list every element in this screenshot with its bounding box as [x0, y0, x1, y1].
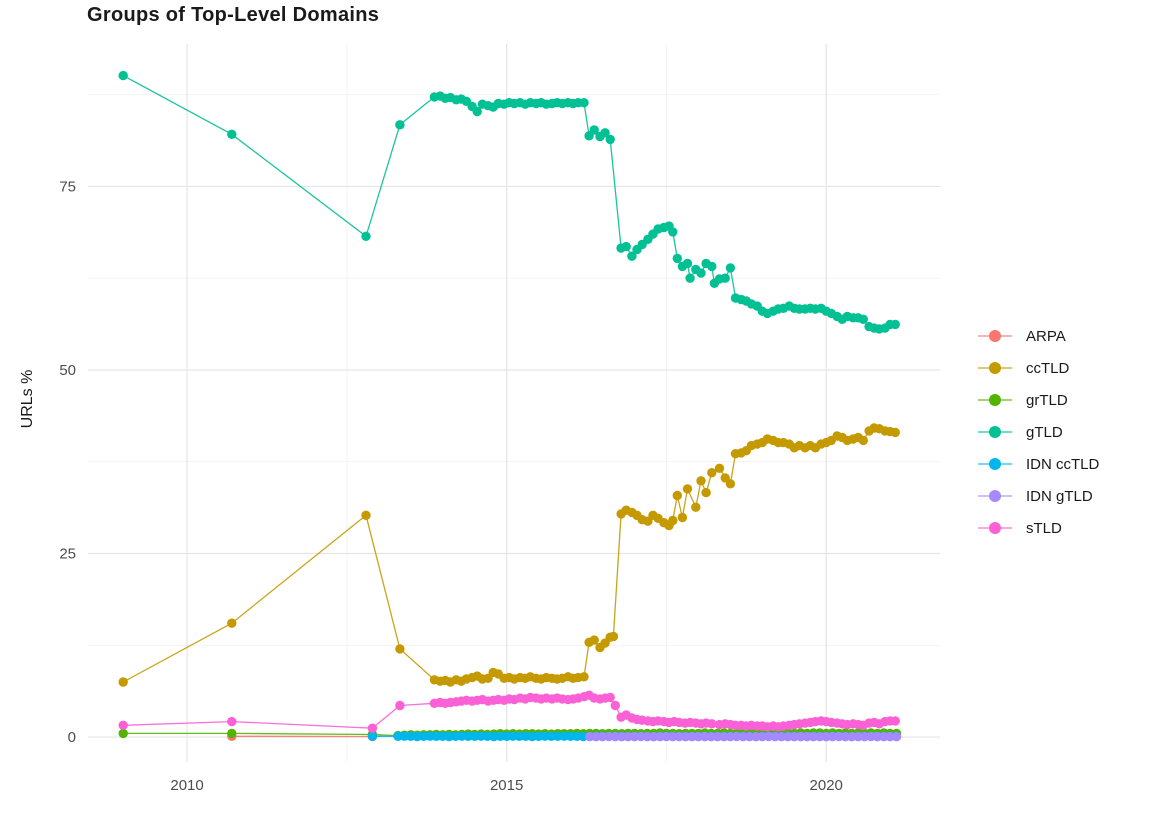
data-point [621, 241, 631, 252]
legend-key-icon [978, 361, 1012, 375]
data-point [696, 476, 706, 486]
legend-label: IDN ccTLD [1026, 455, 1100, 473]
y-tick-label: 50 [59, 362, 76, 379]
data-point [672, 490, 682, 501]
y-tick-label: 75 [59, 178, 76, 195]
legend-key-dot [989, 394, 1001, 406]
legend-key-icon [978, 489, 1012, 503]
series-IDN-gTLD [585, 731, 902, 742]
data-point [682, 484, 693, 494]
legend-key-icon [978, 393, 1012, 407]
legend-key-icon [978, 521, 1012, 535]
data-point [361, 231, 371, 241]
legend-key-icon [978, 457, 1012, 471]
legend-item-IDN-gTLD: IDN gTLD [978, 480, 1099, 512]
legend-item-ARPA: ARPA [978, 320, 1099, 352]
data-point [725, 479, 736, 489]
data-point [610, 700, 620, 711]
data-point [725, 263, 736, 273]
data-point [118, 677, 128, 687]
data-point [707, 468, 717, 478]
data-point [890, 427, 900, 438]
data-point [707, 261, 717, 272]
legend-item-grTLD: grTLD [978, 384, 1099, 416]
data-point [579, 98, 589, 108]
data-point [118, 720, 128, 730]
series-sTLD [118, 690, 900, 733]
legend-key-dot [989, 522, 1001, 534]
legend-label: gTLD [1026, 423, 1063, 441]
legend-key-icon [978, 329, 1012, 343]
data-point [891, 732, 902, 742]
data-point [672, 253, 682, 264]
x-tick-label: 2015 [490, 777, 523, 794]
data-point [589, 125, 599, 135]
data-point [858, 435, 868, 446]
x-tick-label: 2020 [810, 777, 843, 794]
legend-key-dot [989, 426, 1001, 438]
data-point [227, 716, 237, 727]
series-line [122, 75, 896, 330]
data-point [600, 128, 610, 138]
data-point [677, 512, 688, 523]
data-point [890, 319, 900, 330]
data-point [668, 515, 678, 526]
data-point [890, 716, 900, 726]
series-gTLD [118, 70, 900, 334]
legend-label: sTLD [1026, 519, 1062, 537]
legend-item-gTLD: gTLD [978, 416, 1099, 448]
data-point [367, 731, 378, 741]
legend-label: ccTLD [1026, 359, 1070, 377]
data-point [668, 227, 678, 237]
data-point [589, 635, 599, 645]
data-point [691, 502, 701, 512]
data-point [720, 273, 730, 283]
data-point [395, 644, 405, 654]
y-tick-label: 0 [68, 729, 76, 746]
data-point [472, 106, 482, 117]
data-point [367, 723, 378, 733]
series-line [122, 427, 896, 683]
y-tick-label: 25 [59, 546, 76, 563]
data-point [858, 314, 868, 324]
x-tick-label: 2010 [170, 777, 203, 794]
legend-key-dot [989, 330, 1001, 342]
data-point [227, 129, 237, 139]
chart-title: Groups of Top-Level Domains [87, 4, 380, 26]
legend-key-icon [978, 425, 1012, 439]
data-point [682, 258, 693, 269]
legend-key-dot [989, 490, 1001, 502]
data-point [118, 70, 128, 81]
data-point [605, 134, 615, 145]
legend-key-dot [989, 458, 1001, 470]
legend-label: IDN gTLD [1026, 487, 1093, 505]
legend-item-ccTLD: ccTLD [978, 352, 1099, 384]
data-point [685, 273, 695, 283]
data-point [395, 700, 405, 711]
legend-label: ARPA [1026, 327, 1066, 345]
data-point [627, 251, 637, 261]
data-point [361, 510, 371, 520]
data-point [696, 268, 706, 278]
data-point [707, 719, 717, 729]
legend-item-IDN-ccTLD: IDN ccTLD [978, 448, 1099, 480]
legend-key-dot [989, 362, 1001, 374]
data-point [608, 631, 619, 642]
data-point [714, 463, 725, 473]
data-point [605, 692, 615, 703]
data-point [227, 728, 237, 739]
data-point [227, 618, 237, 628]
legend-item-sTLD: sTLD [978, 512, 1099, 544]
data-point [701, 487, 711, 498]
data-point [395, 120, 405, 130]
legend-label: grTLD [1026, 391, 1068, 409]
data-point [579, 672, 589, 682]
legend: ARPA ccTLD grTLD gTLD IDN ccTLD IDN gTLD sTLD [978, 320, 1099, 544]
data-point [118, 728, 128, 739]
series-ccTLD [118, 423, 900, 687]
